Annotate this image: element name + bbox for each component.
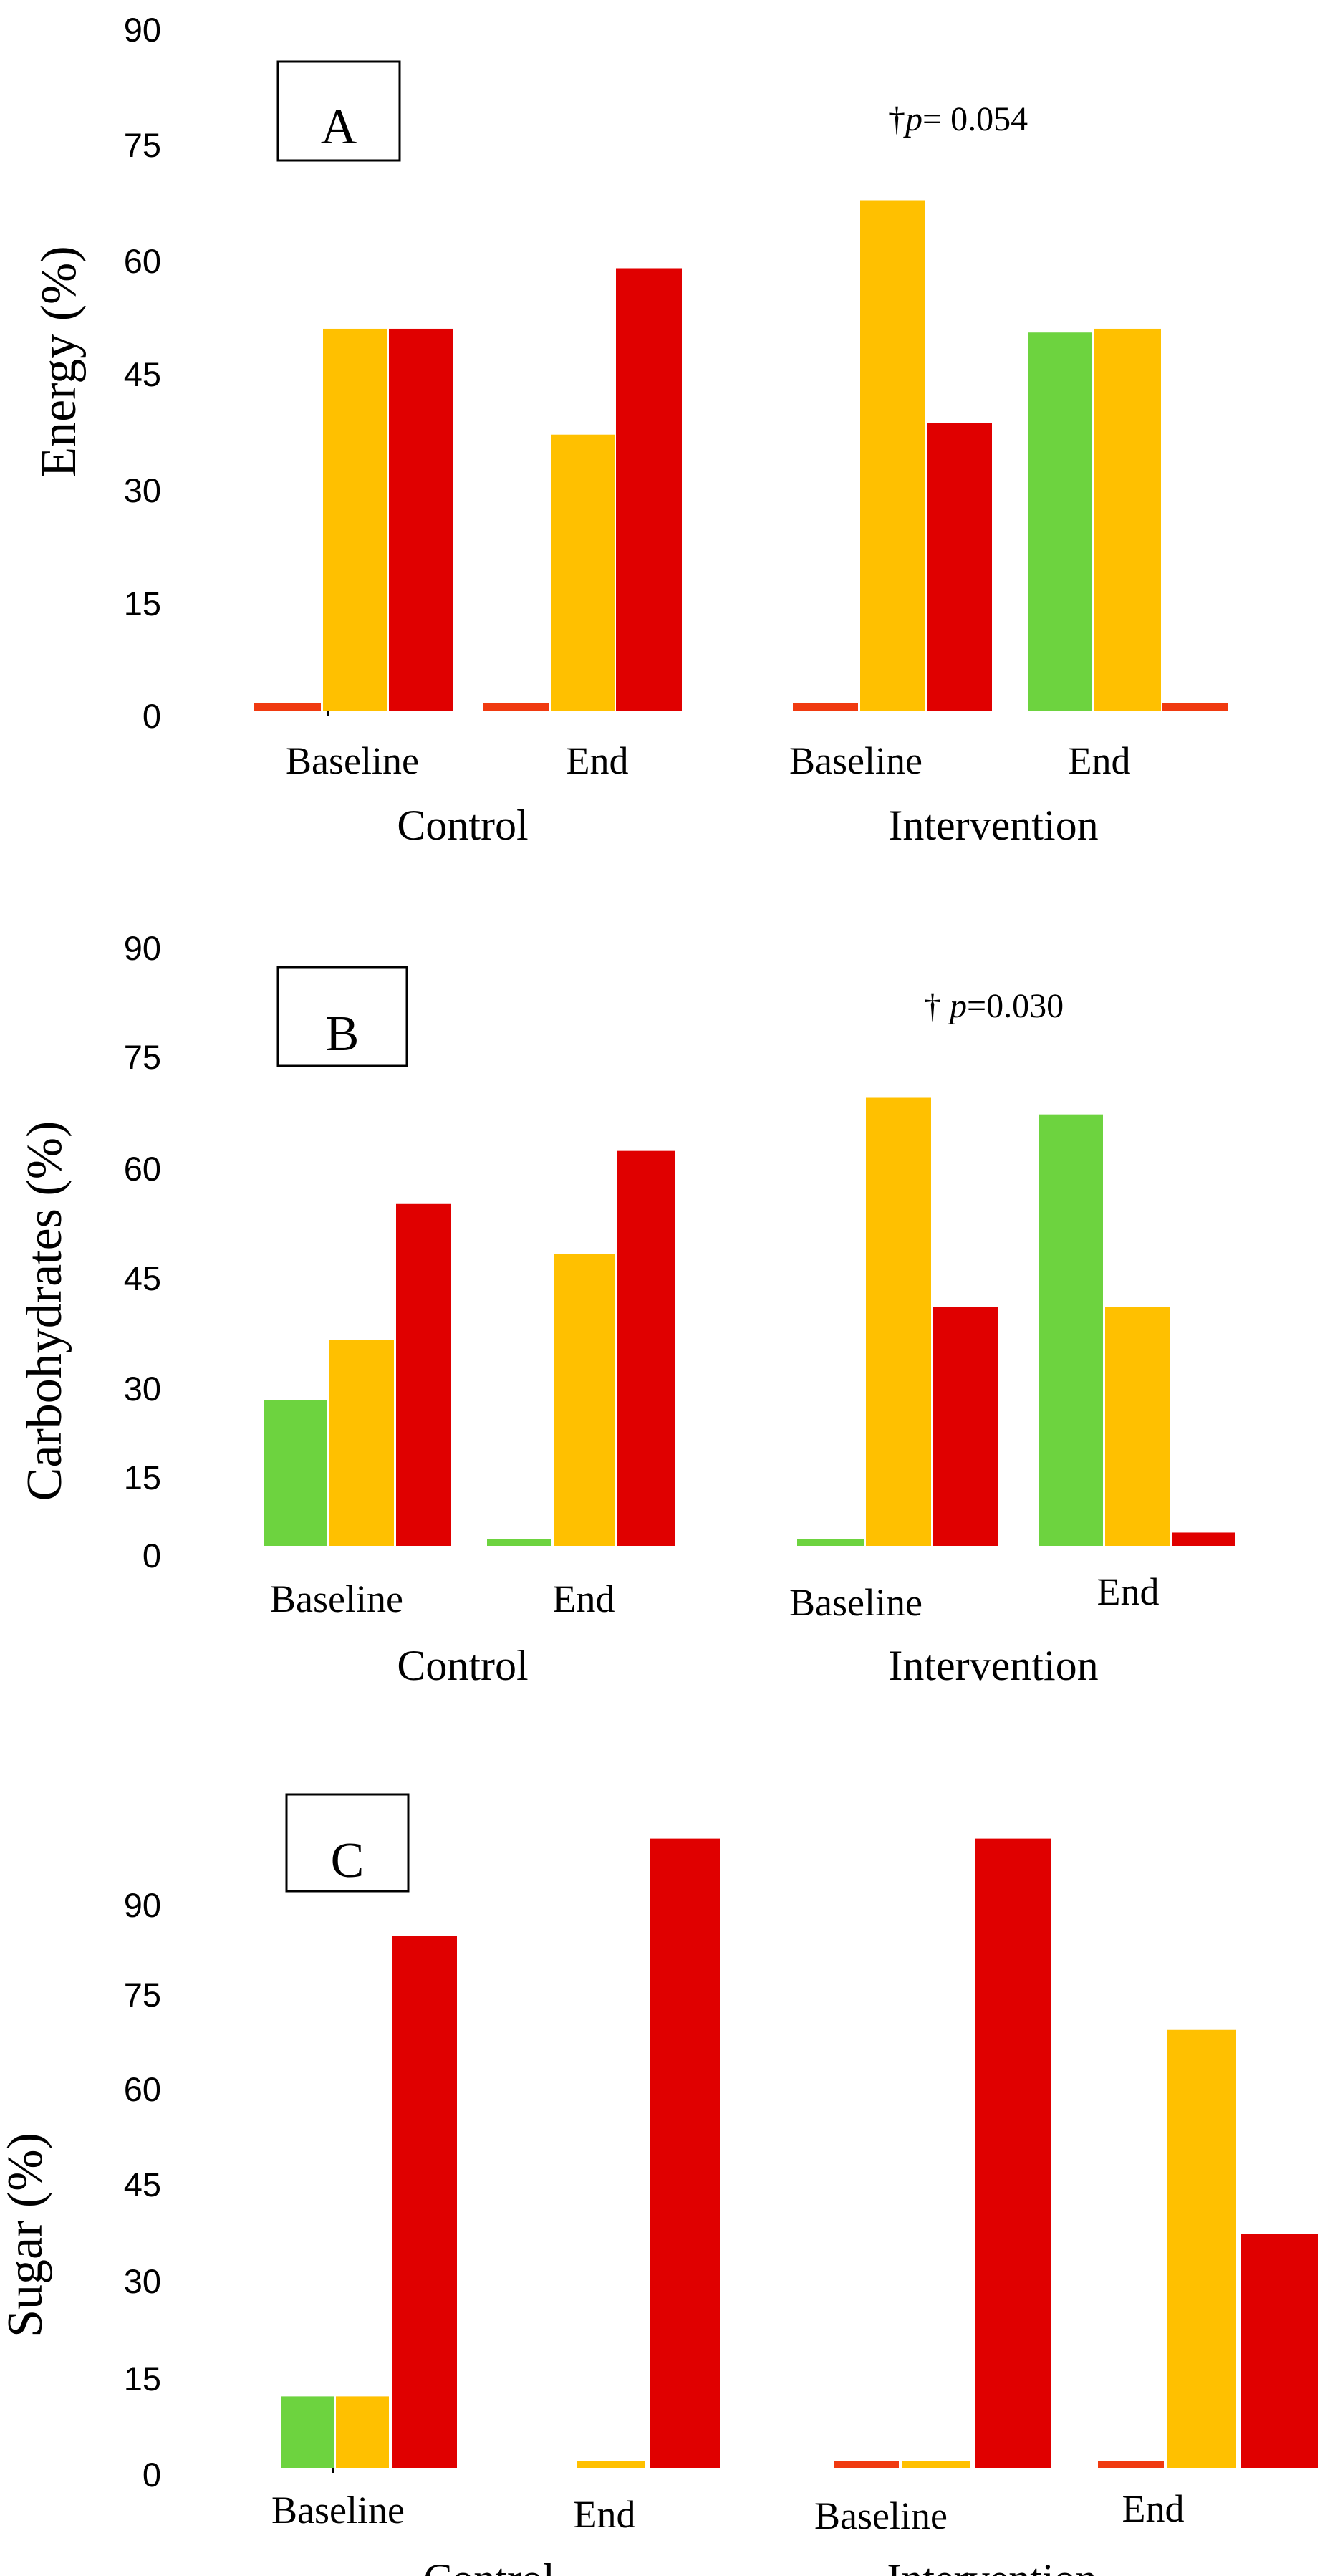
bar-green — [1028, 332, 1092, 711]
panel-label: C — [331, 1833, 365, 1888]
bar-red — [927, 423, 992, 711]
panel-label: A — [321, 100, 357, 155]
bar-green — [1098, 2461, 1164, 2468]
bar-red — [617, 1150, 675, 1546]
y-tick-label: 60 — [124, 1150, 161, 1188]
bar-yellow — [336, 2396, 389, 2468]
x-category-label: End — [553, 1577, 615, 1620]
x-category-label: End — [1097, 1570, 1160, 1613]
bar-yellow — [554, 1254, 615, 1546]
bar-red — [1162, 703, 1228, 711]
bar-green — [264, 1400, 327, 1546]
x-category-label: Baseline — [270, 1577, 403, 1620]
y-tick-label: 90 — [124, 929, 161, 967]
panel-label: B — [326, 1006, 360, 1062]
y-axis-label: Sugar (%) — [0, 2133, 53, 2337]
bar-yellow — [1105, 1307, 1170, 1546]
y-tick-label: 90 — [124, 11, 161, 49]
bar-red — [1241, 2234, 1318, 2468]
x-group-label: Intervention — [888, 802, 1098, 849]
panel-label-box — [276, 60, 401, 162]
bar-green — [834, 2461, 899, 2468]
bar-yellow — [902, 2461, 970, 2468]
x-category-label: End — [567, 739, 629, 782]
x-group-label: Control — [423, 2555, 554, 2576]
p-value: = 0.054 — [922, 100, 1028, 138]
bar-yellow — [329, 1340, 394, 1546]
p-symbol: p — [948, 987, 967, 1025]
bar-yellow — [577, 2461, 645, 2468]
y-tick-label: 15 — [124, 1458, 161, 1496]
y-tick-label: 0 — [143, 697, 161, 735]
chart-panel-b: 90 75 60 45 30 15 0 Carbohydrates (%) B † p=0.030… — [17, 929, 1235, 1689]
y-axis-label: Carbohydrates (%) — [17, 1121, 72, 1501]
y-tick-label: 60 — [124, 242, 161, 280]
p-value-annotation: †p= 0.054 — [888, 100, 1028, 138]
dagger-symbol: † — [924, 987, 950, 1025]
bar-red — [396, 1203, 451, 1546]
y-tick-label: 75 — [124, 1038, 161, 1076]
x-category-label: End — [574, 2493, 636, 2536]
y-tick-label: 30 — [124, 2262, 161, 2300]
y-tick-label: 90 — [124, 1886, 161, 1924]
chart-panel-a: 90 75 60 45 30 15 0 Energy (%) A †p= 0.054 Baselin… — [32, 11, 1228, 849]
x-group-label: Intervention — [887, 2555, 1097, 2576]
y-tick-label: 15 — [124, 585, 161, 623]
bar-green — [487, 1539, 551, 1546]
bar-yellow — [1167, 2029, 1236, 2468]
x-group-label: Intervention — [888, 1642, 1098, 1689]
y-tick-label: 15 — [124, 2360, 161, 2398]
dagger-symbol: † — [888, 100, 905, 138]
y-tick-label: 45 — [124, 355, 161, 393]
y-tick-label: 60 — [124, 2070, 161, 2108]
bar-green — [281, 2396, 334, 2468]
y-tick-label: 45 — [124, 2166, 161, 2203]
bar-yellow — [1094, 328, 1161, 711]
p-value-annotation: † p=0.030 — [924, 987, 1064, 1025]
bar-red — [975, 1838, 1051, 2468]
y-tick-label: 45 — [124, 1259, 161, 1297]
bar-green — [1039, 1114, 1103, 1546]
x-category-label: End — [1069, 739, 1131, 782]
x-category-label: Baseline — [789, 1581, 922, 1624]
x-group-label: Control — [397, 1642, 528, 1689]
bar-green — [793, 703, 858, 711]
y-tick-label: 0 — [143, 2456, 161, 2494]
p-symbol: p — [903, 100, 922, 138]
x-category-label: Baseline — [286, 739, 419, 782]
bar-yellow — [551, 434, 615, 711]
x-category-label: Baseline — [814, 2494, 948, 2537]
chart-panel-c: 90 75 60 45 30 15 0 Sugar (%) C Baseline End Baseli… — [0, 1793, 1318, 2576]
x-group-label: Control — [397, 802, 528, 849]
bar-yellow — [860, 200, 925, 711]
y-tick-label: 75 — [124, 1976, 161, 2014]
y-axis-label: Energy (%) — [32, 246, 87, 477]
bar-yellow — [866, 1097, 931, 1546]
bar-red — [1172, 1532, 1235, 1546]
bar-red — [392, 1936, 457, 2468]
bar-red — [650, 1838, 720, 2468]
bar-red — [389, 328, 453, 711]
x-category-label: End — [1122, 2487, 1185, 2530]
panel-label-box — [285, 1793, 410, 1893]
y-tick-label: 30 — [124, 471, 161, 509]
x-category-label: Baseline — [271, 2489, 405, 2532]
bar-red — [616, 268, 682, 711]
bar-yellow — [323, 328, 387, 711]
y-tick-label: 75 — [124, 126, 161, 164]
p-value: =0.030 — [967, 987, 1064, 1025]
bar-green — [254, 703, 321, 711]
bar-green — [797, 1539, 864, 1546]
panel-label-box — [276, 966, 408, 1067]
y-tick-label: 0 — [143, 1537, 161, 1575]
y-tick-label: 30 — [124, 1370, 161, 1408]
bar-red — [933, 1307, 998, 1546]
bar-green — [483, 703, 549, 711]
x-category-label: Baseline — [789, 739, 922, 782]
